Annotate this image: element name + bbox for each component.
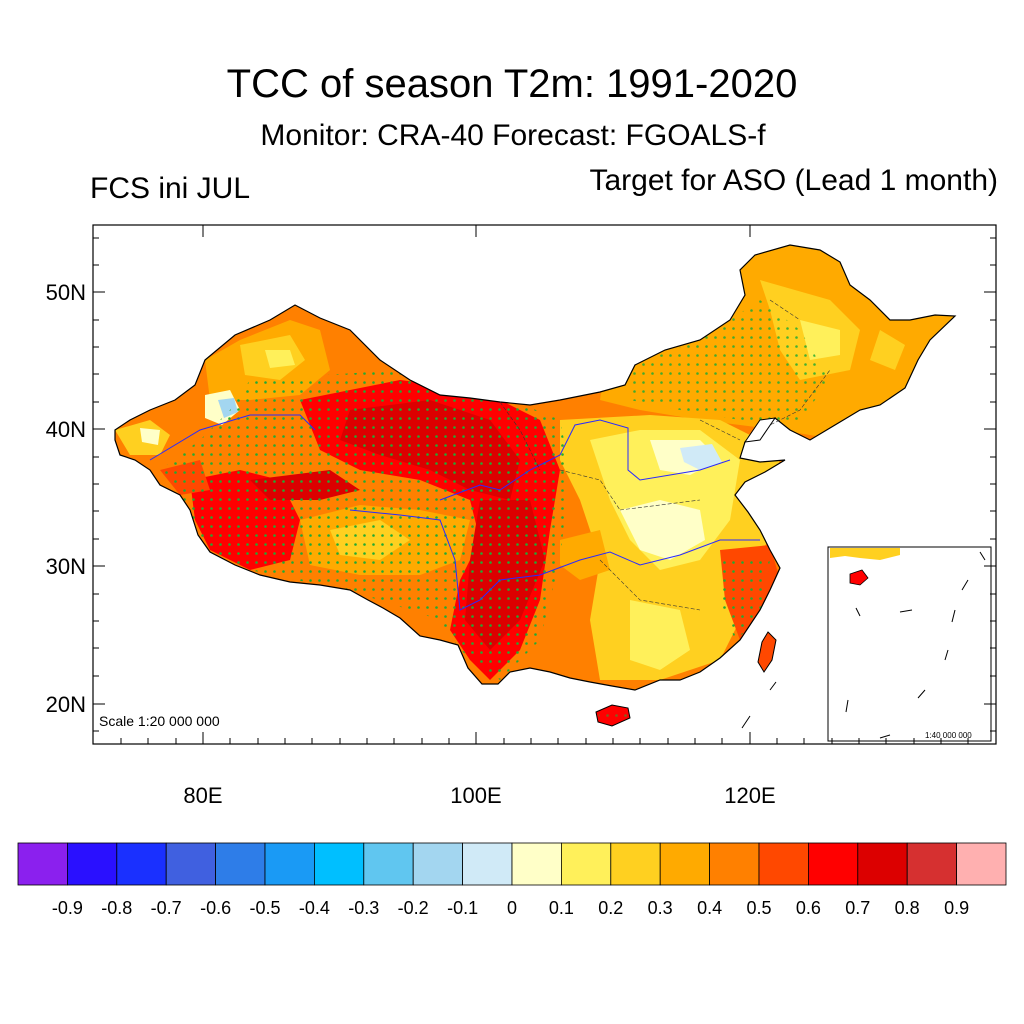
colorbar-swatch xyxy=(67,842,118,886)
colorbar-swatch xyxy=(116,842,167,886)
colorbar-swatch xyxy=(511,842,562,886)
left-label: FCS ini JUL xyxy=(90,172,250,205)
colorbar-swatch xyxy=(165,842,216,886)
colorbar-swatch xyxy=(313,842,365,886)
colorbar-label: -0.3 xyxy=(348,898,379,918)
colorbar-swatch xyxy=(709,842,760,886)
map-scale-label: Scale 1:20 000 000 xyxy=(99,713,220,729)
colorbar-label: -0.7 xyxy=(151,898,182,918)
map-panel: 1:40 000 000 50N 40N 30N 20N 80E 100E 12… xyxy=(46,224,997,808)
colorbar-label: -0.2 xyxy=(398,898,429,918)
tarim-river xyxy=(149,414,316,461)
south-china-sea-inset: 1:40 000 000 xyxy=(827,546,992,742)
colorbar-swatch xyxy=(264,842,315,886)
colorbar-swatch xyxy=(857,842,908,886)
colorbar-swatch xyxy=(412,842,464,886)
colorbar-swatch xyxy=(462,842,513,886)
taiwan-island xyxy=(757,631,777,673)
colorbar-swatch xyxy=(17,842,68,886)
colorbar-label: -0.4 xyxy=(299,898,330,918)
x-tick-80e: 80E xyxy=(183,783,222,808)
colorbar-label: 0 xyxy=(507,898,517,918)
right-label: Target for ASO (Lead 1 month) xyxy=(589,164,998,197)
colorbar-swatch xyxy=(215,842,266,886)
colorbar-label: 0.2 xyxy=(598,898,623,918)
colorbar-label: 0.7 xyxy=(845,898,870,918)
colorbar-swatch xyxy=(758,842,809,886)
colorbar-label: -0.5 xyxy=(249,898,280,918)
axis-ticks xyxy=(93,225,996,744)
yangtze-river xyxy=(349,509,760,611)
colorbar-label: -0.6 xyxy=(200,898,231,918)
colorbar-label: 0.5 xyxy=(746,898,771,918)
y-tick-40n: 40N xyxy=(46,417,86,442)
colorbar-label: 0.3 xyxy=(648,898,673,918)
colorbar-swatch xyxy=(906,842,958,886)
y-tick-20n: 20N xyxy=(46,692,86,717)
figure-title: TCC of season T2m: 1991-2020 xyxy=(227,62,798,106)
yellow-river xyxy=(439,419,731,501)
colorbar-swatch xyxy=(659,842,711,886)
colorbar-label: 0.8 xyxy=(895,898,920,918)
y-tick-50n: 50N xyxy=(46,280,86,305)
colorbar-swatch xyxy=(610,842,661,886)
x-tick-120e: 120E xyxy=(724,783,775,808)
colorbar: -0.9 -0.8 -0.7 -0.6 -0.5 -0.4 -0.3 -0.2 -0.1 0 0.1… xyxy=(17,842,1007,918)
colorbar-label: 0.4 xyxy=(697,898,722,918)
colorbar-label: 0.9 xyxy=(944,898,969,918)
colorbar-swatch xyxy=(956,842,1007,886)
colorbar-swatch xyxy=(561,842,612,886)
inset-scale-label: 1:40 000 000 xyxy=(925,731,972,740)
border-lines xyxy=(499,299,831,611)
x-tick-100e: 100E xyxy=(450,783,501,808)
y-tick-30n: 30N xyxy=(46,554,86,579)
colorbar-label: 0.1 xyxy=(549,898,574,918)
colorbar-label: -0.1 xyxy=(447,898,478,918)
figure-subtitle: Monitor: CRA-40 Forecast: FGOALS-f xyxy=(260,119,766,152)
colorbar-swatch xyxy=(363,842,414,886)
colorbar-swatch xyxy=(808,842,859,886)
colorbar-label: -0.8 xyxy=(101,898,132,918)
colorbar-label: 0.6 xyxy=(796,898,821,918)
colorbar-label: -0.9 xyxy=(52,898,83,918)
